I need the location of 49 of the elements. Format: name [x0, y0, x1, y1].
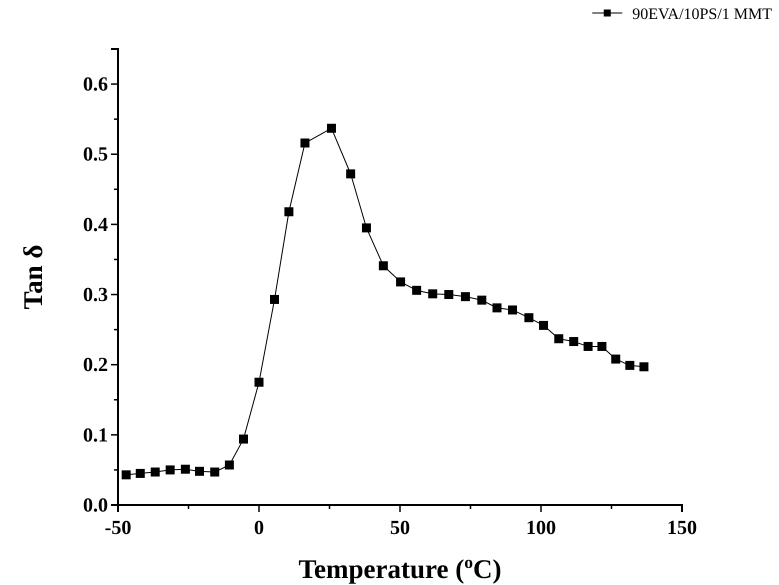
point	[362, 223, 371, 232]
point	[396, 277, 406, 286]
point	[180, 464, 190, 474]
point	[166, 465, 175, 474]
point	[270, 294, 280, 304]
point	[224, 460, 234, 470]
y-tick-label: 0.3	[83, 284, 108, 306]
y-tick-label: 0.6	[83, 73, 108, 96]
point	[524, 313, 534, 322]
point	[460, 292, 470, 302]
point	[444, 290, 454, 300]
y-tick-label: 0.2	[83, 354, 108, 376]
point	[284, 207, 294, 216]
point	[254, 378, 264, 387]
point	[584, 342, 593, 351]
point	[378, 261, 388, 270]
x-tick-label: 0	[254, 517, 264, 539]
point	[412, 286, 422, 295]
point	[477, 296, 486, 305]
point	[346, 169, 356, 178]
point	[569, 337, 578, 346]
point	[326, 124, 336, 133]
point	[300, 138, 310, 148]
point	[539, 320, 548, 330]
x-axis-title: Temperature ($^{o}$C)	[298, 552, 502, 584]
point	[122, 470, 131, 480]
x-tick-label: -50	[104, 517, 132, 539]
point	[625, 360, 634, 370]
point	[428, 289, 438, 298]
point	[195, 466, 204, 476]
y-tick-label: 0.4	[83, 214, 108, 236]
y-tick-label: 0.5	[83, 144, 108, 166]
point	[639, 362, 648, 372]
point	[136, 468, 145, 478]
point	[492, 303, 502, 312]
point	[150, 468, 160, 477]
y-tick-label: 0.1	[83, 424, 108, 446]
point	[210, 468, 220, 477]
x-tick-label: 100	[526, 517, 556, 539]
legend-label: 90EVA/10PS/1 MMT	[632, 6, 772, 23]
y-axis-title: Tan δ	[18, 244, 48, 310]
x-tick-label: 150	[667, 517, 697, 539]
point	[238, 434, 248, 444]
point	[611, 354, 620, 364]
text: 0.0	[83, 494, 108, 516]
point	[554, 334, 564, 344]
point	[597, 342, 606, 351]
point	[508, 305, 518, 314]
x-tick-label: 50	[390, 517, 410, 539]
